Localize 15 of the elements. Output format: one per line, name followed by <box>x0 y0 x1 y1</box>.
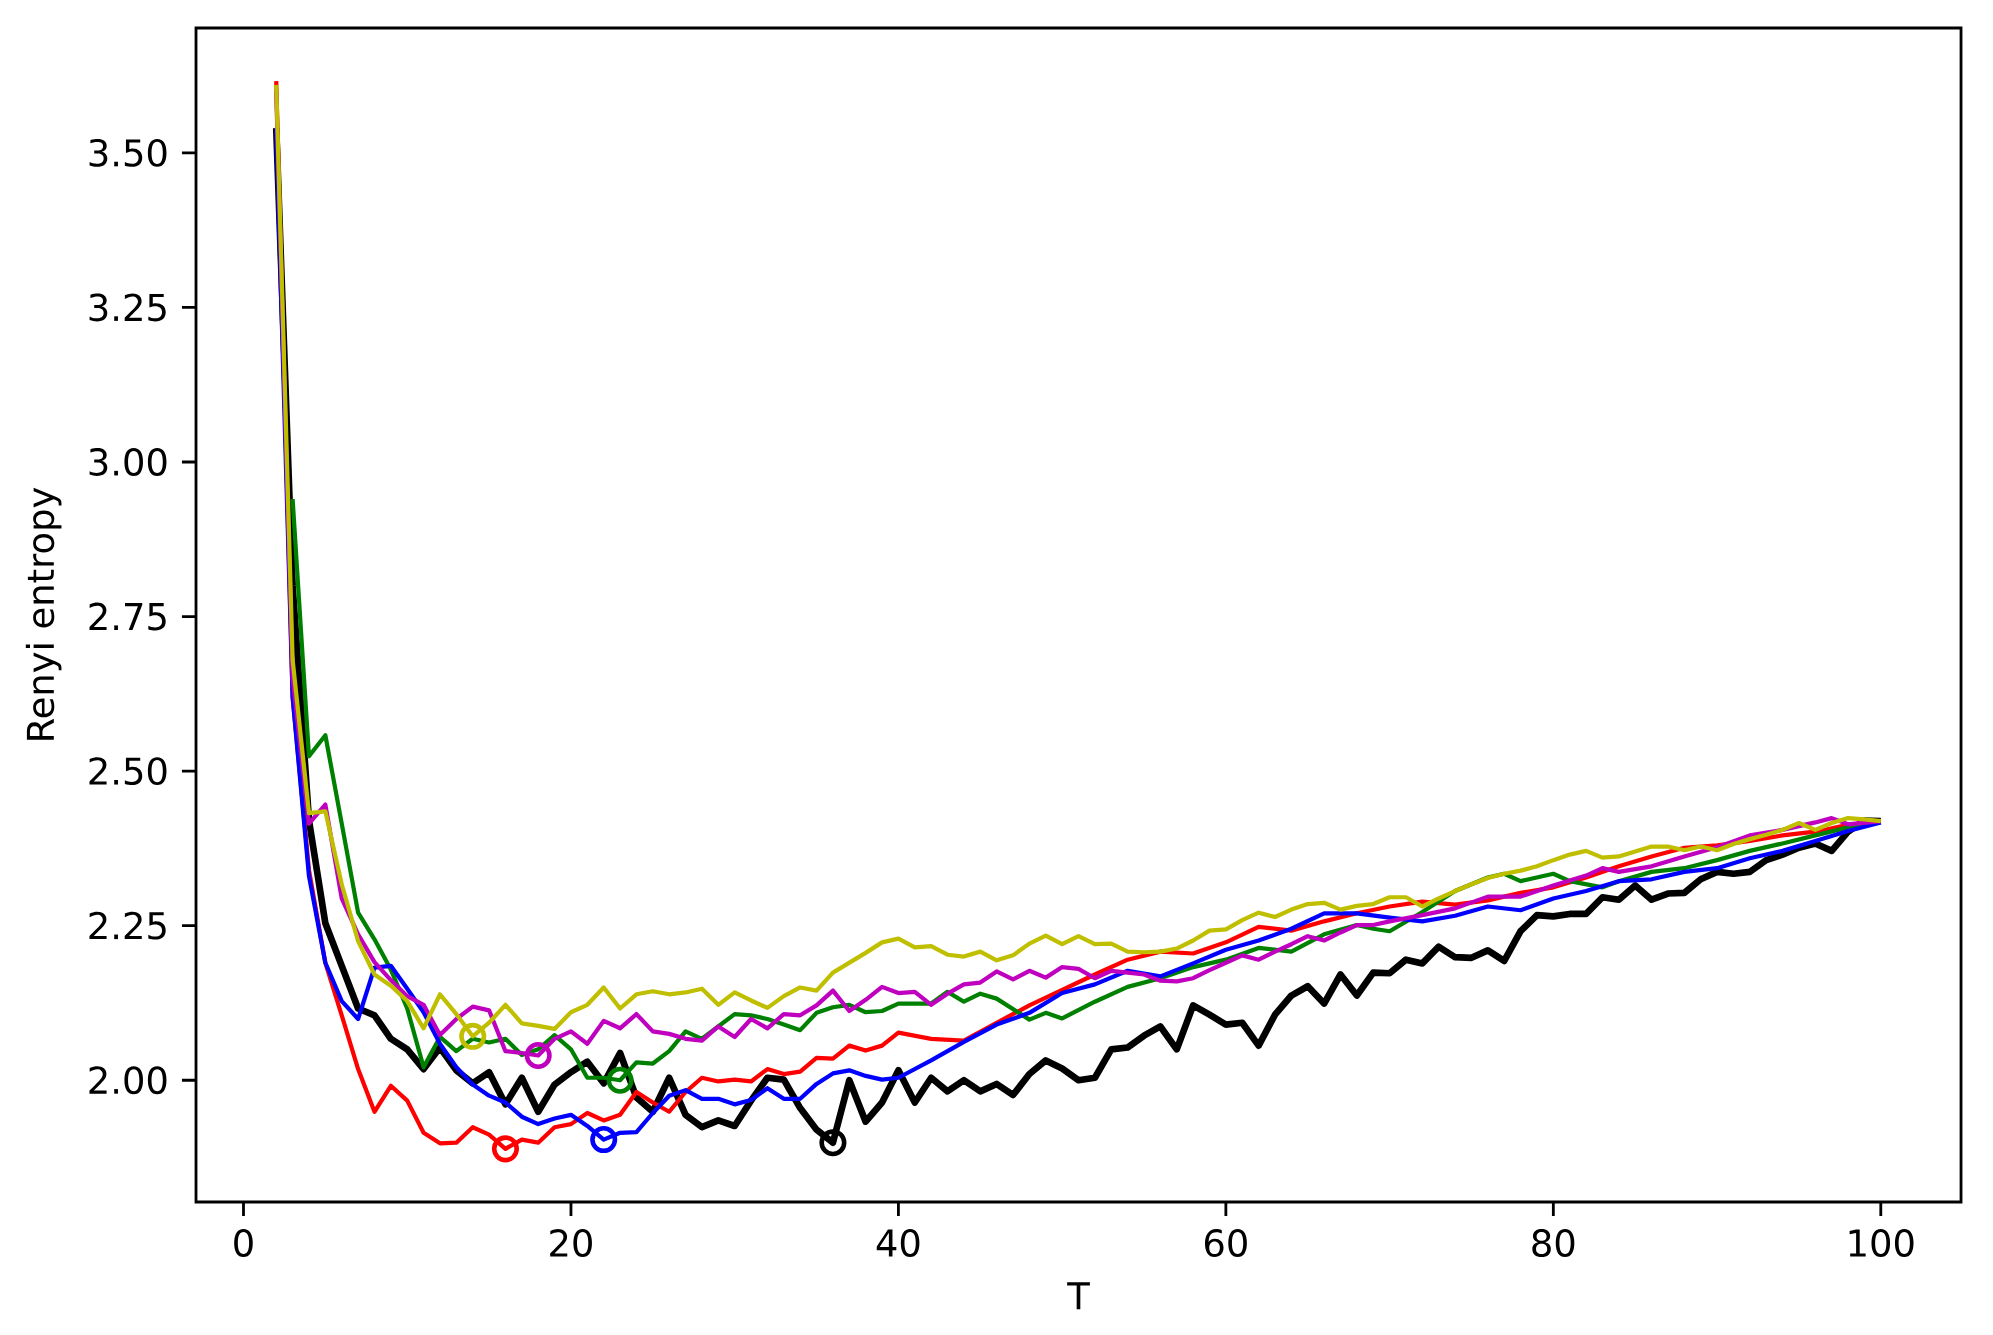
y-tick-label: 2.25 <box>89 911 166 940</box>
x-tick-label: 40 <box>876 1229 920 1257</box>
y-axis-title: Renyi entropy <box>25 487 62 740</box>
x-tick-label: 0 <box>234 1229 253 1257</box>
x-tick-label: 20 <box>550 1229 592 1257</box>
x-axis-title: T <box>1067 1282 1090 1310</box>
x-tick-label: 100 <box>1849 1229 1914 1257</box>
y-tick-label: 3.50 <box>89 138 167 167</box>
y-tick-label: 2.50 <box>89 757 167 786</box>
y-tick-label: 2.00 <box>89 1066 167 1095</box>
y-tick-label: 3.00 <box>89 448 167 476</box>
y-tick-label: 2.75 <box>89 602 166 631</box>
x-tick-label: 80 <box>1532 1229 1575 1257</box>
x-tick-label: 60 <box>1204 1229 1247 1257</box>
y-tick-label: 3.25 <box>89 293 166 322</box>
